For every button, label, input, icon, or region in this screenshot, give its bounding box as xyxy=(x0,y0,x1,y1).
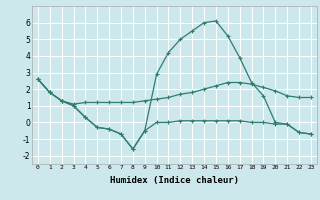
X-axis label: Humidex (Indice chaleur): Humidex (Indice chaleur) xyxy=(110,176,239,185)
